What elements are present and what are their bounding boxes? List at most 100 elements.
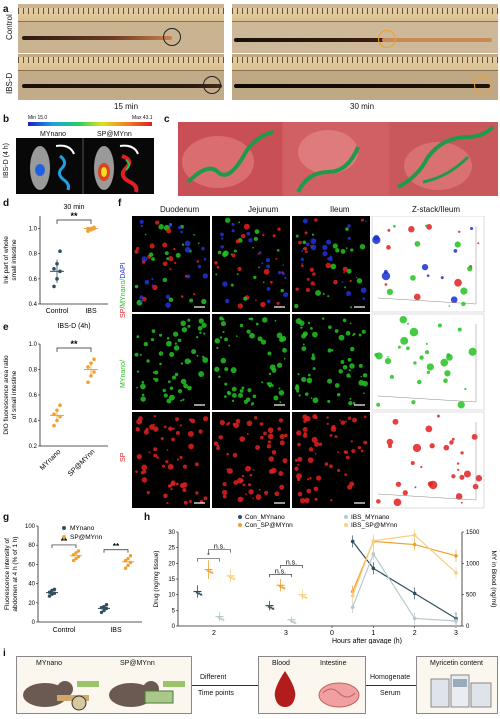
fluorescence-spot	[264, 490, 269, 495]
fluorescence-spot	[347, 236, 351, 240]
data-point	[58, 403, 62, 407]
fluorescence-spot	[258, 488, 261, 491]
fluorescence-spot	[393, 498, 402, 507]
fluorescence-spot	[358, 333, 362, 337]
x-tick-label: 3	[454, 630, 458, 637]
bar-point	[278, 584, 282, 588]
fluorescence-spot	[202, 273, 208, 279]
fluorescence-spot	[332, 243, 338, 249]
fluorescence-spot	[294, 458, 298, 462]
significance-bracket	[51, 544, 77, 548]
fluorescence-spot	[158, 224, 164, 230]
fluorescence-spot	[196, 260, 200, 263]
fluorescence-spot	[342, 266, 348, 272]
fluorescence-spot	[277, 227, 281, 231]
fluorescence-spot	[198, 318, 204, 324]
data-point	[123, 566, 128, 570]
fluorescence-spot	[175, 252, 181, 258]
panel-label-g: g	[3, 512, 10, 523]
fluorescence-spot	[158, 333, 163, 337]
bar-point	[282, 586, 286, 590]
fluorescence-spot	[226, 452, 229, 456]
fluorescence-spot	[214, 261, 218, 265]
fluorescence-spot	[167, 380, 171, 384]
fluorescence-spot	[195, 491, 199, 495]
fluorescence-spot	[376, 402, 381, 407]
fluorescence-spot	[173, 331, 179, 337]
data-point	[92, 357, 96, 362]
fluorescence-spot	[477, 242, 480, 245]
fluorescence-spot	[261, 262, 264, 265]
fluorescence-spot	[136, 246, 140, 251]
fluorescence-spot	[243, 223, 250, 230]
fluorescence-spot	[328, 325, 332, 329]
legend-marker	[62, 526, 66, 530]
fluorescence-spot	[315, 289, 321, 296]
fluorescence-spot	[216, 346, 219, 350]
fluorescence-spot	[266, 382, 270, 385]
fluorescence-spot	[275, 257, 278, 260]
data-point	[58, 249, 62, 253]
fluorescence-spot	[349, 481, 355, 487]
fluorescence-spot	[312, 331, 318, 338]
fluorescence-spot	[183, 500, 188, 505]
y-axis-label: abdomen at 4 h (% of 1 h)	[12, 536, 19, 611]
fluorescence-spot	[238, 393, 243, 398]
fluorescence-spot	[327, 378, 333, 384]
fluorescence-spot	[305, 242, 310, 247]
fluorescence-spot	[426, 363, 434, 371]
legend-marker	[238, 523, 242, 527]
fluorescence-spot	[196, 335, 199, 339]
fluorescence-spot	[236, 273, 239, 276]
fluorescence-spot	[166, 257, 169, 261]
significance-label: n.s.	[286, 559, 297, 566]
fluorescence-spot	[413, 361, 417, 365]
fluorescence-spot	[249, 332, 255, 339]
bar-point	[302, 595, 306, 598]
fluorescence-spot	[187, 318, 191, 322]
fluorescence-spot	[184, 240, 191, 247]
fluorescence-spot	[221, 489, 228, 496]
fluorescence-spot	[421, 263, 429, 271]
fluorescence-spot	[143, 429, 149, 435]
data-point	[71, 558, 76, 563]
panel-label-i: i	[3, 648, 6, 659]
fluorescence-spot	[255, 299, 257, 302]
bar-point	[206, 569, 210, 572]
fluorescence-spot	[299, 320, 305, 326]
fluorescence-spot	[220, 245, 224, 249]
fluorescence-spot	[276, 332, 283, 339]
fluorescence-spot	[349, 397, 352, 400]
fluorescence-spot	[409, 327, 419, 337]
fluorescence-spot	[362, 297, 366, 300]
fluorescence-spot	[175, 482, 179, 486]
fluorescence-spot	[222, 318, 225, 321]
significance-bracket	[208, 549, 231, 553]
fluorescence-spot	[299, 497, 306, 504]
fluorescence-spot	[245, 465, 251, 472]
fluorescence-spot	[295, 287, 299, 291]
chart-title: 30 min	[63, 204, 84, 211]
fluorescence-spot	[172, 375, 177, 380]
series-line	[352, 541, 457, 619]
y-tick-label: 0.8	[29, 252, 38, 258]
line-point	[371, 538, 376, 543]
fluorescence-spot	[260, 339, 267, 345]
x-tick-label: SP@MYnn	[67, 448, 97, 478]
bar-point	[289, 619, 293, 622]
fluorescence-spot	[149, 424, 155, 430]
side-label-ibs-d: IBS-D (4 h)	[3, 142, 10, 178]
fluorescence-spot	[238, 221, 241, 224]
fluorescence-spot	[276, 301, 280, 306]
label-time-points: Time points	[198, 690, 234, 697]
fluorescence-spot	[413, 293, 421, 301]
fluorescence-spot	[307, 457, 314, 464]
fluorescence-spot	[424, 224, 428, 228]
fluorescence-spot	[301, 346, 307, 351]
fluorescence-spot	[214, 338, 220, 344]
data-point	[92, 370, 96, 374]
fluorescence-spot	[307, 321, 311, 325]
significance-label: **	[70, 211, 78, 221]
fluorescence-spot	[163, 493, 168, 499]
fluorescence-spot	[451, 474, 456, 479]
